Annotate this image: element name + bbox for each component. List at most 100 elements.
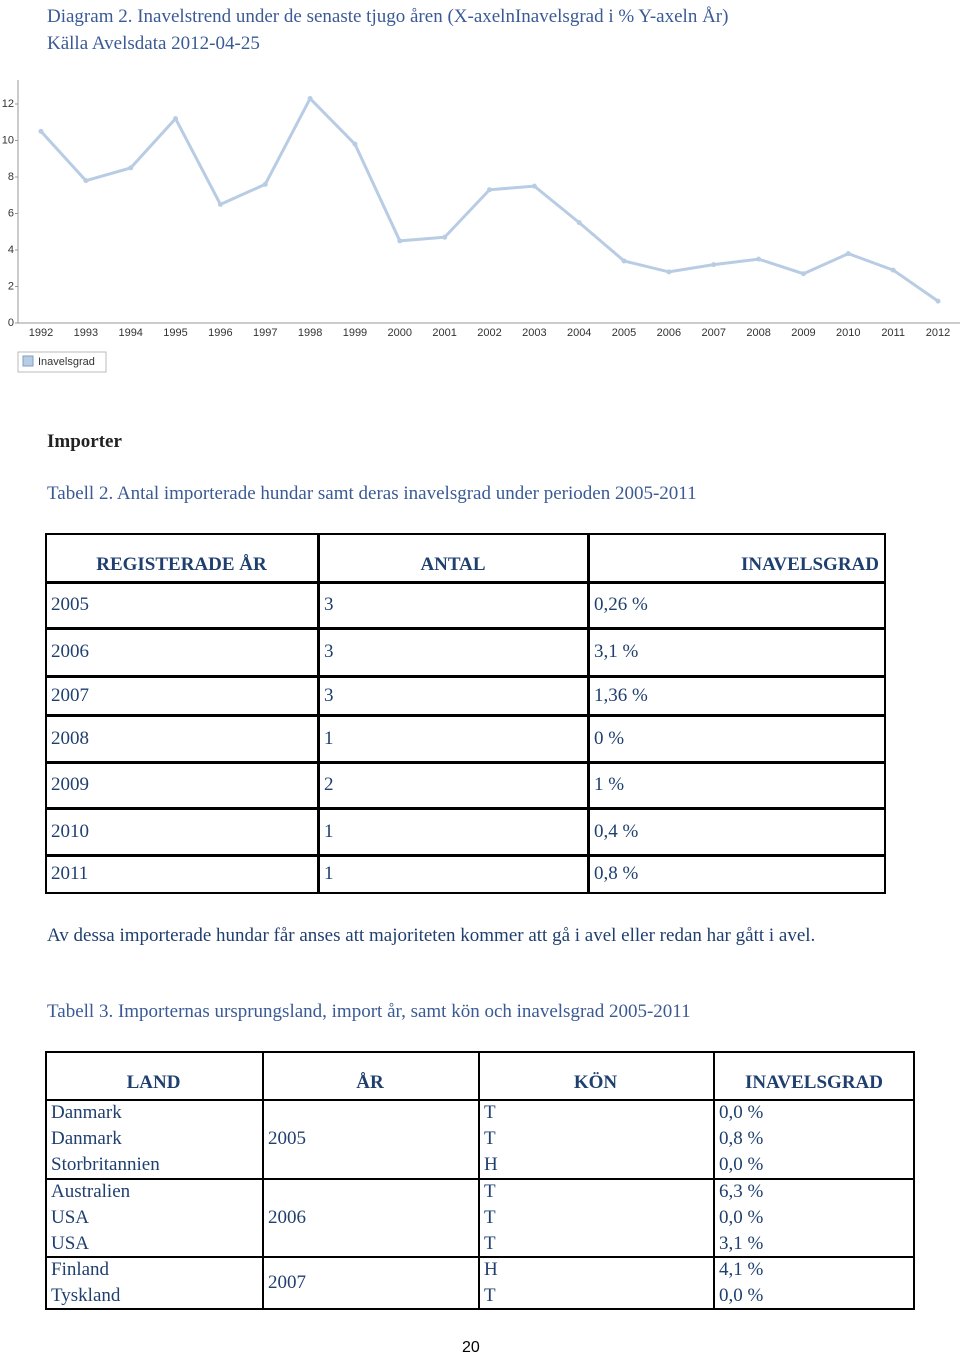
x-tick-label: 2001 [432,327,456,339]
table-cell: 0,0 % [719,1285,764,1307]
table-border [588,855,886,894]
table-header: KÖN [573,1072,618,1093]
table-border [262,1051,264,1310]
table-cell: 2006 [268,1206,306,1228]
caption: Diagram 2. Inavelstrend under de senaste… [47,6,729,27]
point [531,183,537,189]
point [38,128,44,134]
table-cell: 1,36 % [594,685,648,706]
table-cell: T [484,1233,496,1254]
table-cell: 3 [324,685,334,706]
table-cell: 3,1 % [719,1233,764,1254]
table-cell: Danmark [51,1102,122,1123]
y-tick-label: 0 [8,317,14,329]
page-number: 20 [462,1339,480,1356]
y-tick-label: 6 [8,207,14,219]
table-cell: 0,0 % [719,1102,764,1123]
table-cell: H [484,1154,498,1176]
table-cell: 0,8 % [594,863,639,884]
table-cell: Danmark [51,1128,122,1150]
table-cell: 3,1 % [594,641,639,662]
x-tick-label: 2007 [702,327,726,339]
line [39,96,939,303]
table-cell: 0 % [594,728,625,749]
legend-label: Inavelsgrad [38,356,95,368]
table-cell: Storbritannien [51,1154,160,1176]
table-cell: H [484,1259,498,1281]
table-cell: Australien [51,1180,131,1202]
chart: 0 2 4 6 8 10 12 1992 1993 1994 1995 1996 1997 1998 199… [2,80,960,373]
y-tick-label: 12 [2,98,14,110]
table-cell: T [484,1102,496,1123]
point [397,238,403,244]
point [487,187,492,193]
x-tick-label: 2004 [567,327,591,339]
table-cell: T [484,1180,496,1202]
table-cell: 3 [324,641,334,662]
table-caption: Tabell 2. Antal importerade hundar samt … [47,483,697,504]
table-cell: 0,26 % [594,594,648,615]
table-caption: Tabell 3. Importernas ursprungsland, imp… [47,1001,691,1022]
x-tick-label: 2000 [388,327,412,339]
point [666,269,672,275]
table-cell: 2005 [268,1128,306,1149]
table-cell: 3 [324,594,334,615]
table-header: ÅR [356,1072,384,1093]
table-cell: Finland [51,1259,110,1281]
table-border [45,1099,915,1101]
point [756,256,762,262]
x-tick-label: 2009 [791,327,815,339]
x-tick-label: 1994 [118,327,142,339]
table-header: INAVELSGRAD [745,1072,883,1093]
x-tick-label: 1999 [343,327,367,339]
x-tick-label: 2012 [926,327,950,339]
table-border [45,1256,915,1259]
x-tick-label: 2002 [477,327,501,339]
x-tick-label: 1998 [298,327,322,339]
table-header: REGISTERADE ÅR [96,554,267,575]
caption: Källa Avelsdata 2012-04-25 [47,33,260,54]
y-tick-label: 8 [8,171,14,183]
section-heading: Importer [47,431,122,452]
point [83,178,89,184]
point [352,141,358,147]
x-tick-label: 1995 [163,327,187,339]
table-cell: 2005 [51,594,89,615]
point [217,201,223,207]
table-cell: 6,3 % [719,1180,764,1202]
table-header: ANTAL [420,554,486,575]
table-cell: USA [51,1233,90,1254]
point [173,116,179,122]
table-cell: 2007 [51,685,89,706]
table-cell: T [484,1128,496,1150]
x-tick-label: 2005 [612,327,636,339]
point [711,262,717,268]
point [800,271,806,277]
legend-swatch [22,355,34,367]
point [307,96,313,102]
table-border [45,1051,915,1310]
table-cell: 4,1 % [719,1259,764,1281]
x-tick-label: 2011 [881,327,905,339]
table-cell: 0,4 % [594,821,639,842]
y-tick-label: 4 [8,244,14,256]
table-cell: T [484,1285,496,1307]
table-border [478,1051,480,1310]
point [576,220,582,226]
x-tick-label: 1997 [253,327,277,339]
point [890,267,896,273]
table-header: LAND [126,1072,181,1093]
table-cell: 1 [324,821,334,842]
x-tick-label: 2010 [836,327,860,339]
table-cell: 0,0 % [719,1206,764,1228]
table-cell: Tyskland [51,1285,121,1307]
y-tick-label: 10 [2,134,14,146]
table-border [713,1051,715,1310]
table-cell: 2010 [51,821,89,842]
table-cell: 2011 [51,863,89,884]
y-tick-label: 2 [8,280,14,292]
table-border [45,1177,915,1180]
x-tick-label: 1996 [208,327,232,339]
legend-box [17,351,107,373]
